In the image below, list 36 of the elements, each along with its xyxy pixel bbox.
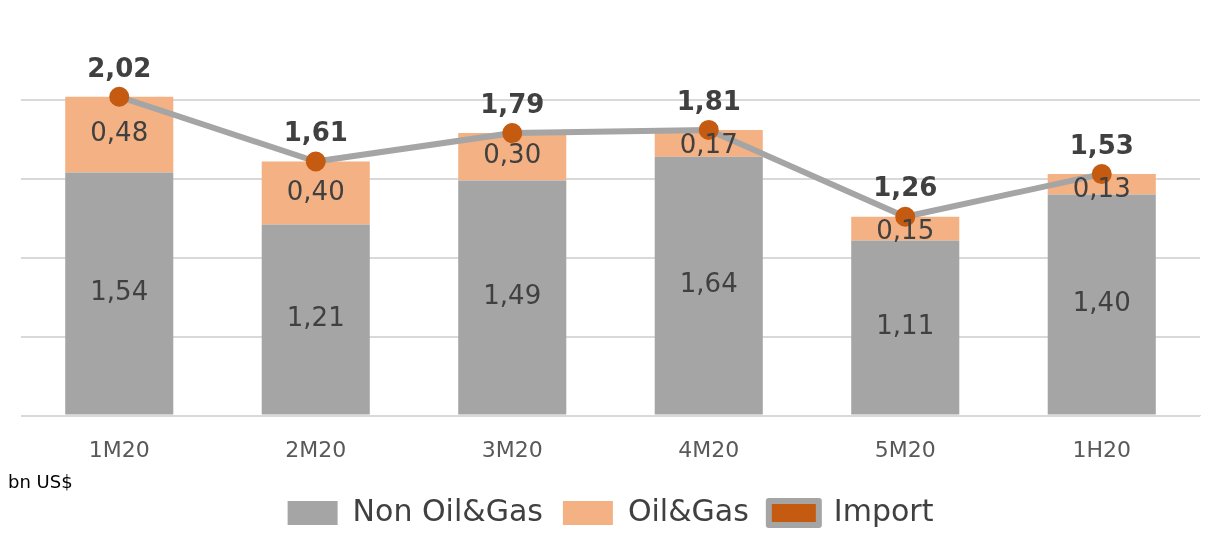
data-label: 1,79 <box>480 88 545 119</box>
data-label: 0,40 <box>286 175 345 206</box>
bar <box>65 172 174 415</box>
bar <box>261 224 370 415</box>
x-tick-label: 3M20 <box>481 436 543 462</box>
x-tick-label: 1H20 <box>1072 436 1132 462</box>
bar <box>851 240 960 415</box>
x-tick-label: 1M20 <box>88 436 150 462</box>
data-label: 0,15 <box>876 215 935 246</box>
point <box>502 123 523 144</box>
data-label: 1,11 <box>876 310 935 341</box>
data-label: 1,49 <box>483 280 542 311</box>
data-label: 1,61 <box>283 117 348 148</box>
data-label: 0,48 <box>90 117 149 148</box>
data-label: 1,53 <box>1069 129 1134 160</box>
data-label: 1,54 <box>90 276 149 307</box>
data-label: 0,17 <box>679 128 738 159</box>
x-tick-label: 2M20 <box>285 436 347 462</box>
data-label: 0,30 <box>483 139 542 170</box>
text: bn US$ <box>8 471 73 493</box>
bar <box>261 161 370 225</box>
data-label: 1,81 <box>676 85 741 116</box>
legend-label: Import <box>833 492 934 528</box>
legend-label: Non Oil&Gas <box>352 492 543 528</box>
data-label: 1,64 <box>679 268 738 299</box>
bar <box>458 180 567 415</box>
point <box>305 151 326 172</box>
data-label: 1,40 <box>1072 287 1131 318</box>
data-label: 0,13 <box>1072 172 1131 203</box>
data-label: 1,21 <box>286 302 345 333</box>
x-tick-label: 5M20 <box>874 436 936 462</box>
legend-label: Oil&Gas <box>627 492 749 528</box>
x-tick-label: 4M20 <box>678 436 740 462</box>
data-label: 2,02 <box>87 52 152 83</box>
point <box>109 86 130 107</box>
data-label: 1,26 <box>873 172 938 203</box>
